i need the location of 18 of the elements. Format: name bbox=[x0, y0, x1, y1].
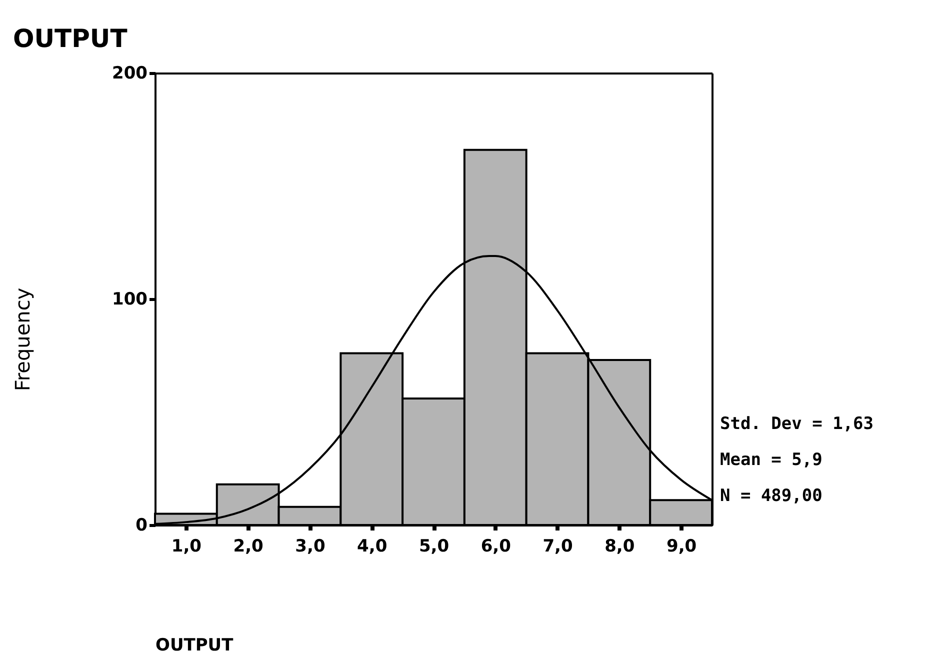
x-tick-label: 1,0 bbox=[171, 536, 202, 556]
chart-title: OUTPUT bbox=[13, 24, 128, 53]
x-tick-label: 5,0 bbox=[418, 536, 450, 556]
x-tick-label: 4,0 bbox=[357, 536, 388, 556]
x-tick-label: 8,0 bbox=[604, 536, 635, 556]
text: Std. Dev = 1,63 bbox=[720, 414, 874, 434]
text: Mean = 5,9 bbox=[720, 450, 822, 470]
x-tick-label: 3,0 bbox=[295, 536, 326, 556]
y-tick-label: 200 bbox=[112, 64, 148, 84]
y-axis-title: Frequency bbox=[10, 288, 34, 392]
y-tick-label: 0 bbox=[136, 516, 148, 536]
x-tick-label: 9,0 bbox=[666, 536, 697, 556]
x-tick-label: 6,0 bbox=[480, 536, 512, 556]
x-axis-title: OUTPUT bbox=[156, 636, 234, 656]
y-tick-label: 100 bbox=[112, 290, 148, 310]
text: N = 489,00 bbox=[720, 486, 822, 506]
x-tick-label: 7,0 bbox=[542, 536, 573, 556]
x-tick-label: 2,0 bbox=[233, 536, 264, 556]
